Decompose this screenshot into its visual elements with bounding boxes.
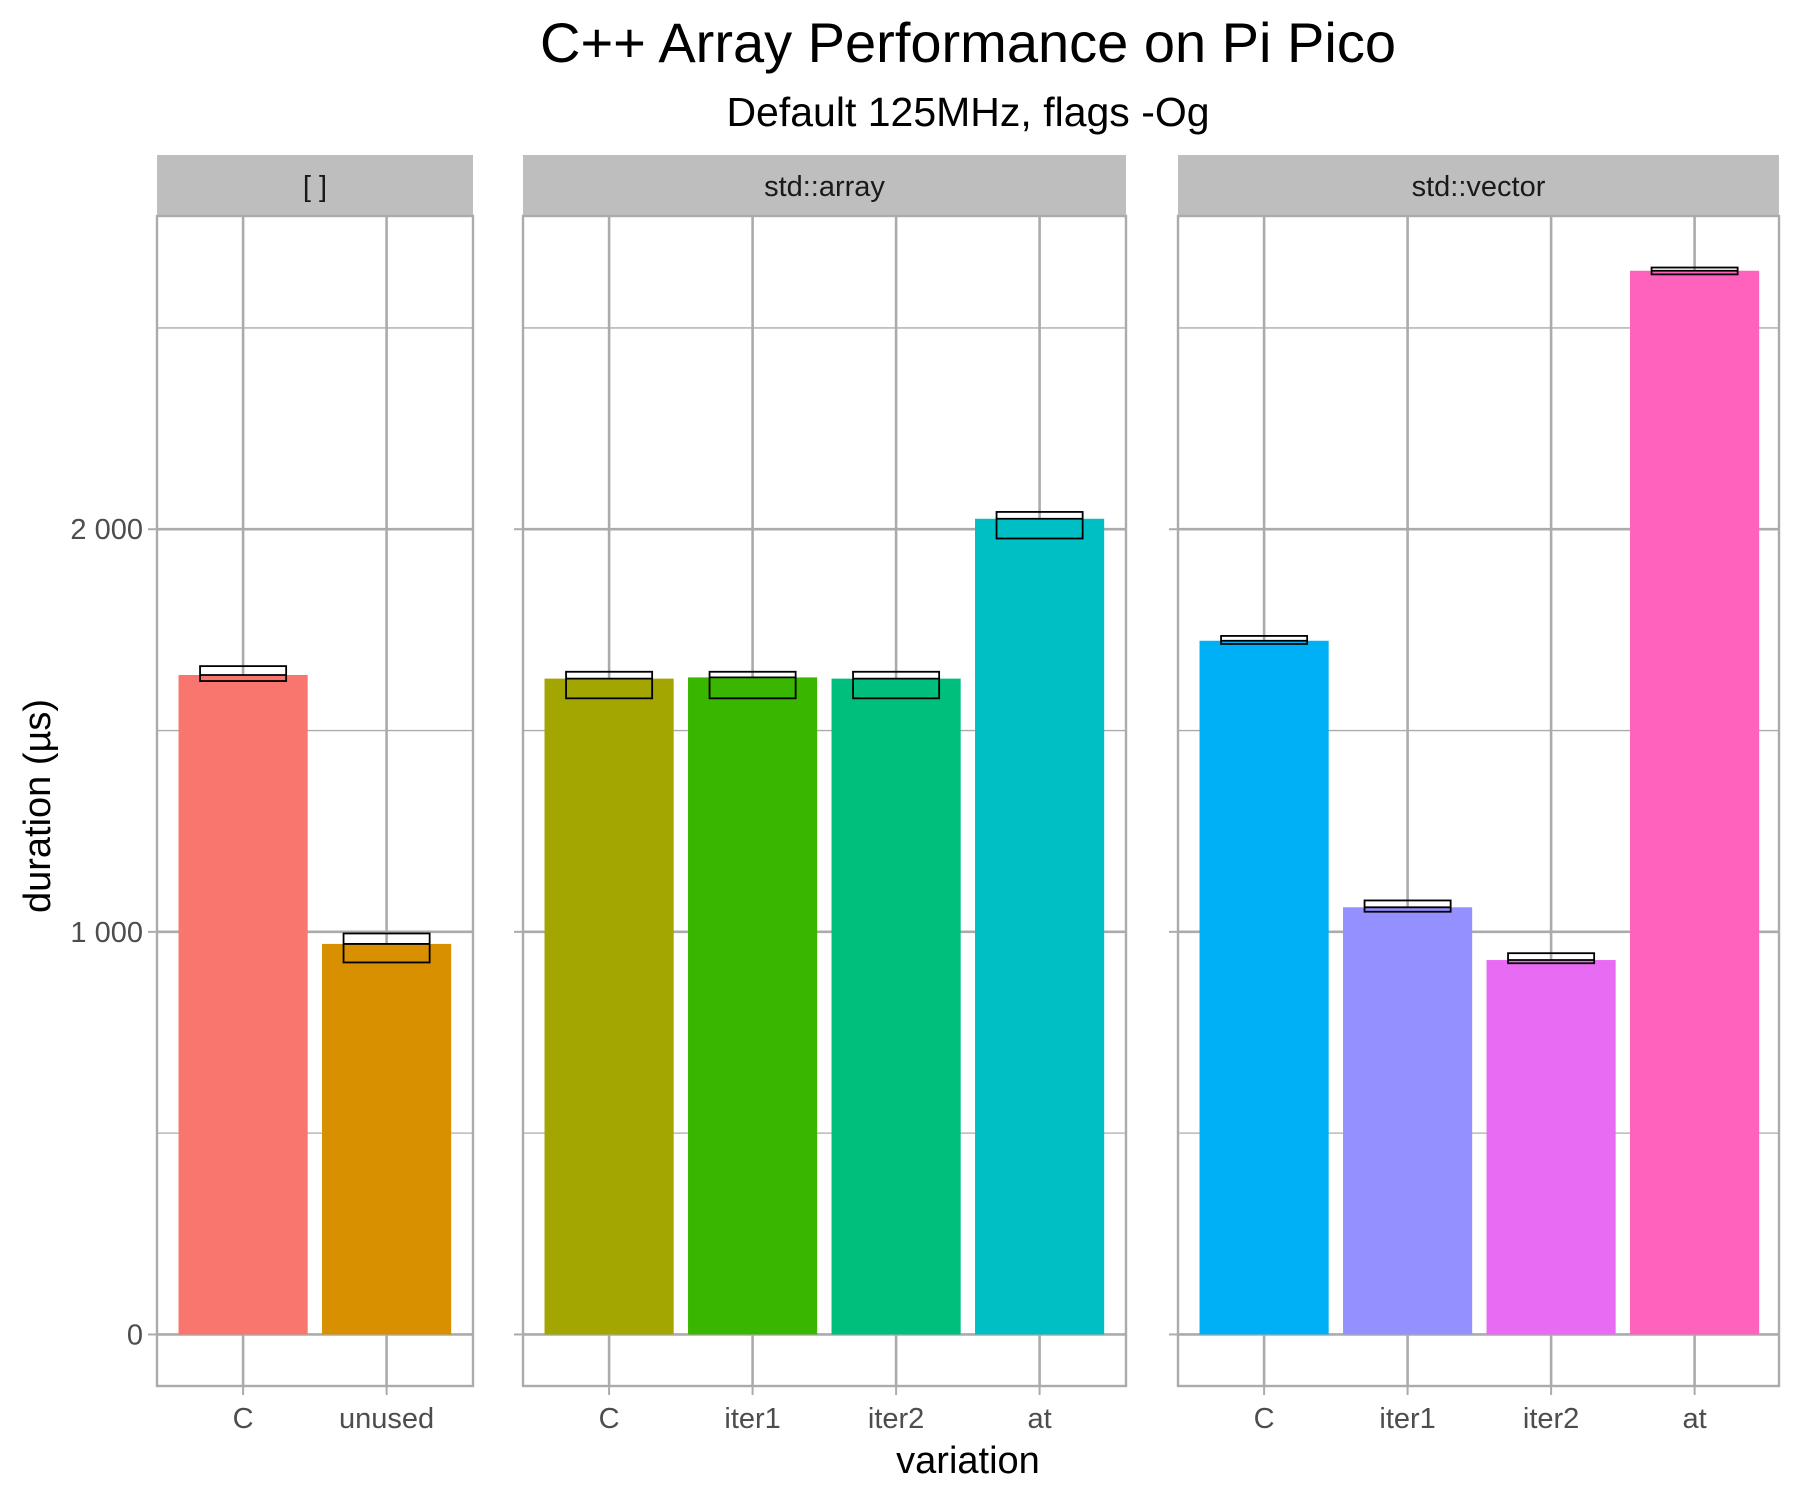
error-box (199, 665, 288, 682)
error-box (1507, 952, 1596, 965)
bar-C (544, 678, 674, 1335)
y-tick-label: 2 000 (70, 514, 143, 546)
error-box (852, 670, 941, 700)
panel-border (1176, 214, 1781, 1388)
facet-panel: [ ] 0 1 000 2 000 C unused (70, 155, 475, 1435)
bar-C (178, 674, 308, 1335)
bar-iter2 (831, 678, 961, 1335)
error-box (995, 511, 1084, 540)
chart-subtitle: Default 125MHz, flags -Og (726, 89, 1209, 135)
chart-title: C++ Array Performance on Pi Pico (540, 11, 1396, 74)
facet-strip-label: std::vector (1412, 171, 1546, 203)
facet-strip-label: std::array (764, 171, 885, 203)
x-tick-label: at (1028, 1403, 1052, 1435)
x-tick-label: iter2 (1523, 1403, 1579, 1435)
x-tick-label: at (1683, 1403, 1707, 1435)
x-tick-label: iter1 (724, 1403, 780, 1435)
bar-at (975, 518, 1105, 1335)
y-tick-label: 1 000 (70, 917, 143, 949)
bar-iter1 (1343, 907, 1473, 1335)
bar-unused (322, 943, 452, 1335)
bar-at (1630, 270, 1760, 1335)
error-box (708, 670, 797, 700)
facet-strip (1178, 155, 1779, 216)
x-tick-label: C (233, 1403, 254, 1435)
facet-strip-label: [ ] (303, 171, 327, 203)
error-box (342, 932, 431, 964)
bar-iter2 (1486, 960, 1616, 1335)
y-axis-title: duration (µs) (17, 699, 59, 913)
x-tick-label: C (599, 1403, 620, 1435)
bar-iter1 (688, 677, 818, 1335)
error-box (1363, 899, 1452, 913)
y-tick-label: 0 (127, 1319, 143, 1351)
bar-C (1199, 640, 1329, 1335)
facet-strip (157, 155, 473, 216)
panel-border (155, 214, 475, 1388)
x-tick-label: iter2 (868, 1403, 924, 1435)
x-tick-label: iter1 (1379, 1403, 1435, 1435)
x-tick-label: C (1254, 1403, 1275, 1435)
x-tick-label: unused (339, 1403, 434, 1435)
error-box (565, 670, 654, 700)
facet-strip (523, 155, 1126, 216)
panel-border (521, 214, 1128, 1388)
x-axis-title: variation (896, 1440, 1040, 1482)
